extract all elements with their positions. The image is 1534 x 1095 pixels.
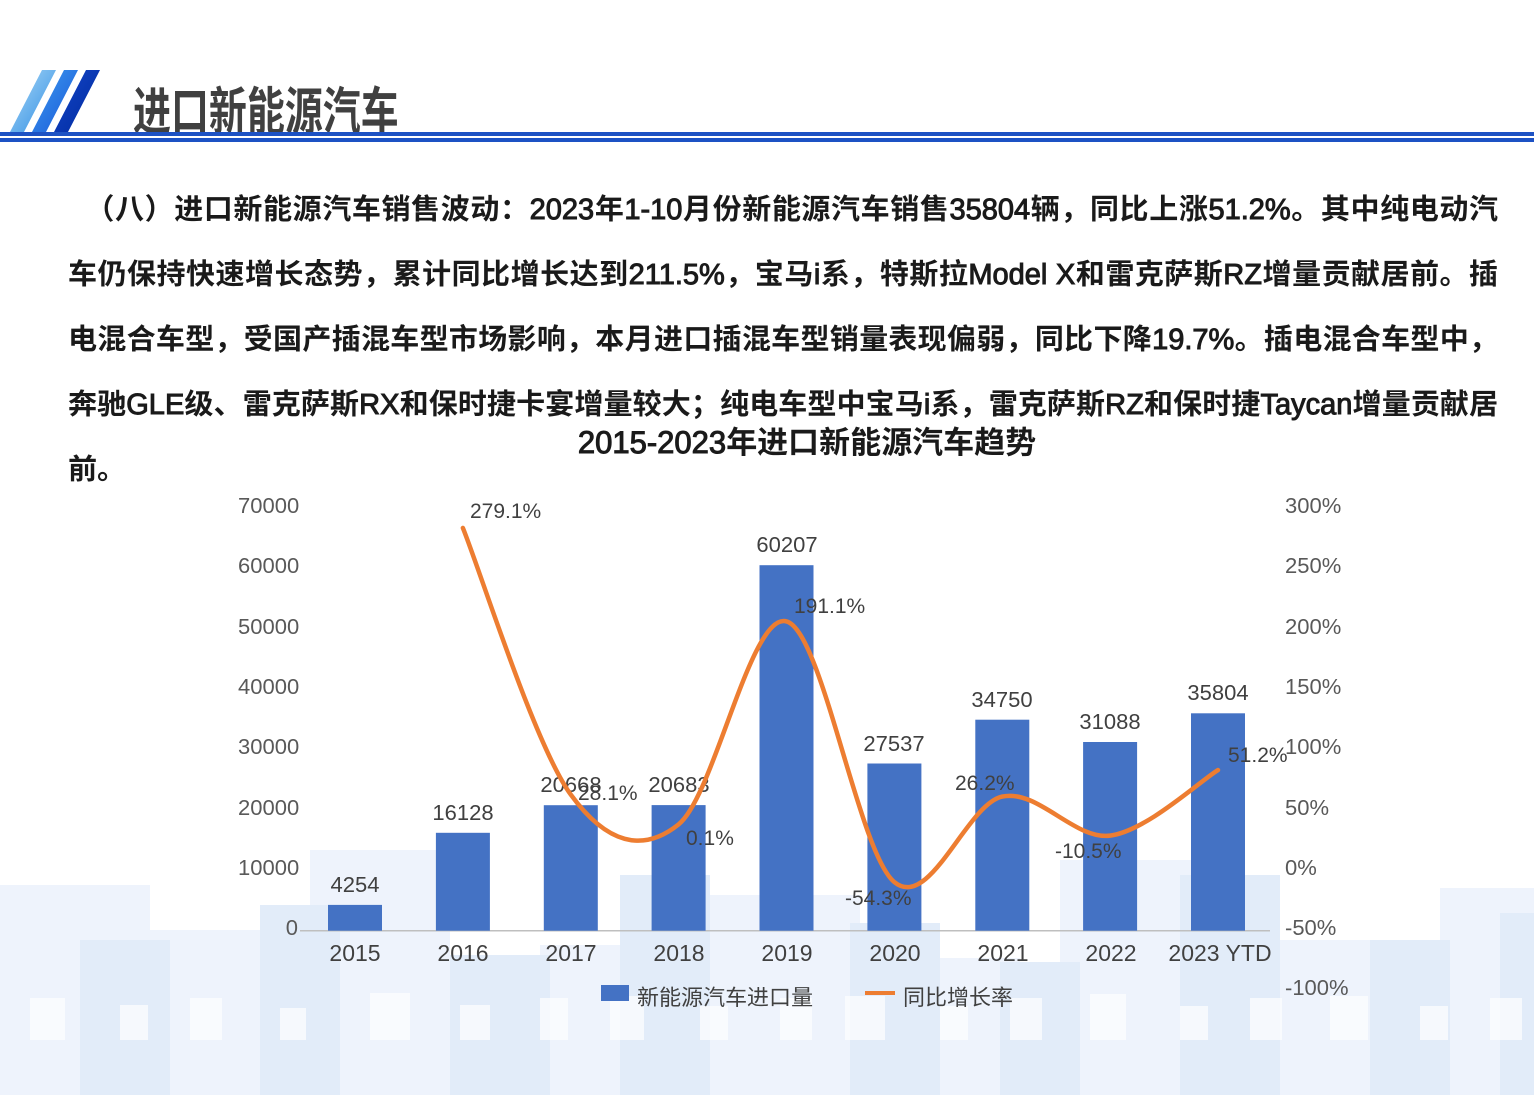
svg-text:27537: 27537	[863, 731, 924, 756]
svg-text:0.1%: 0.1%	[686, 827, 734, 850]
svg-text:-54.3%: -54.3%	[845, 887, 912, 910]
svg-text:60207: 60207	[756, 532, 817, 557]
svg-text:31088: 31088	[1079, 709, 1140, 734]
svg-text:34750: 34750	[971, 687, 1032, 712]
svg-text:16128: 16128	[432, 800, 493, 825]
svg-text:191.1%: 191.1%	[794, 595, 865, 618]
svg-text:26.2%: 26.2%	[955, 772, 1015, 795]
svg-text:28.1%: 28.1%	[578, 782, 638, 805]
svg-text:279.1%: 279.1%	[470, 500, 541, 523]
svg-text:51.2%: 51.2%	[1228, 744, 1288, 767]
svg-text:-10.5%: -10.5%	[1055, 840, 1122, 863]
svg-text:4254: 4254	[331, 872, 380, 897]
svg-text:35804: 35804	[1187, 680, 1248, 705]
